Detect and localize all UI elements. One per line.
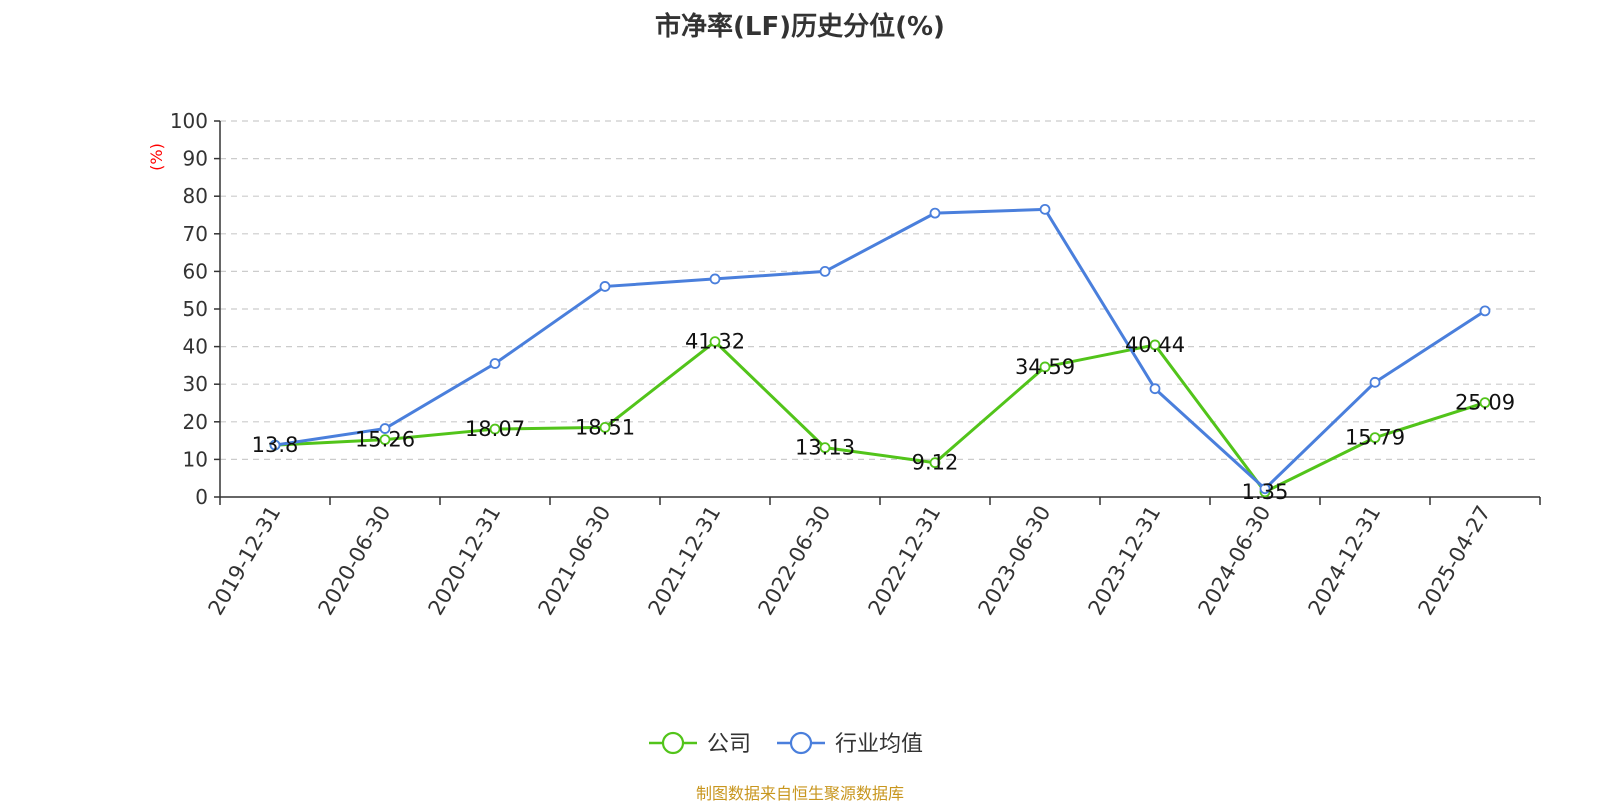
x-tick-label: 2020-12-31 [424,502,506,620]
series-1-point [1369,432,1381,444]
series-2-point [1039,203,1051,215]
data-label: 18.07 [465,417,525,441]
x-tick-label: 2019-12-31 [204,502,286,620]
y-tick-label: 0 [195,485,208,509]
x-tick-label: 2022-06-30 [754,502,836,620]
y-tick-label: 50 [183,297,208,321]
legend-label: 行业均值 [835,732,923,757]
data-label: 1.35 [1242,480,1289,504]
data-label: 9.12 [912,451,959,475]
series-2-point [489,358,501,369]
legend-marker [661,731,685,755]
x-tick-label: 2022-12-31 [864,502,946,620]
series-2-point [379,423,391,434]
legend-item-2: 行业均值 [777,731,923,757]
data-label: 13.13 [795,436,855,460]
y-tick-label: 20 [183,410,208,434]
series-2-point [709,273,721,285]
series-line-1 [274,340,1486,494]
data-label: 25.09 [1455,391,1515,415]
series-1-point [1039,361,1051,373]
x-tick-label: 2024-12-31 [1304,502,1386,620]
series-1-point [599,422,611,433]
data-label: 15.26 [355,428,415,452]
y-tick-label: 80 [183,184,208,208]
data-label: 15.79 [1345,426,1405,450]
legend: 公司 行业均值 [649,731,923,757]
series-2-point [599,281,611,292]
legend-marker [789,731,813,755]
series-2-point [269,439,281,451]
y-tick-label: 100 [170,109,208,133]
x-tick-label: 2023-12-31 [1084,502,1166,620]
chart-title: 市净率(LF)历史分位(%) [655,12,945,42]
y-tick-label: 70 [183,222,208,246]
y-axis-label: (%) [147,143,166,171]
series-2-point [1259,483,1271,495]
series-2-point [1479,305,1491,317]
data-label: 41.32 [685,330,745,354]
y-tick-label: 60 [183,259,208,283]
axis-layer: 0 10 20 30 40 50 60 70 80 90 100(%) 2019-12-31 2020-… [147,109,1541,620]
series-1-point [489,423,501,435]
data-source-note: 制图数据来自恒生聚源数据库 [695,784,904,803]
series-2-point [929,207,941,219]
legend-item-1: 公司 [649,731,751,757]
x-tick-label: 2025-04-27 [1414,502,1496,620]
data-label-layer: 13.8 15.26 18.07 18.51 41.32 13.13 9.12 34.59 40… [252,330,1515,504]
grid-layer [220,120,1540,460]
series-1-point [709,336,721,348]
legend-label: 公司 [707,732,751,757]
series-2-point [819,265,831,277]
x-tick-label: 2021-06-30 [534,502,616,620]
data-label: 18.51 [575,415,635,439]
series-layer [269,203,1491,498]
series-1-point [379,434,391,446]
y-tick-label: 10 [183,447,208,471]
y-tick-label: 30 [183,372,208,396]
x-tick-label: 2024-06-30 [1194,502,1276,620]
series-1-point [929,457,941,469]
series-2-point [1369,376,1381,388]
series-1-point [819,442,831,454]
data-label: 13.8 [252,433,299,457]
x-tick-label: 2021-12-31 [644,502,726,620]
series-1-point [1149,339,1161,351]
series-2-point [1149,383,1161,395]
y-tick-label: 90 [183,147,208,171]
data-label: 40.44 [1125,333,1185,357]
data-label: 34.59 [1015,355,1075,379]
series-line-2 [274,207,1486,491]
series-1-point [1479,397,1491,409]
y-tick-label: 40 [183,335,208,359]
x-tick-label: 2020-06-30 [314,502,396,620]
x-tick-label: 2023-06-30 [974,502,1056,620]
